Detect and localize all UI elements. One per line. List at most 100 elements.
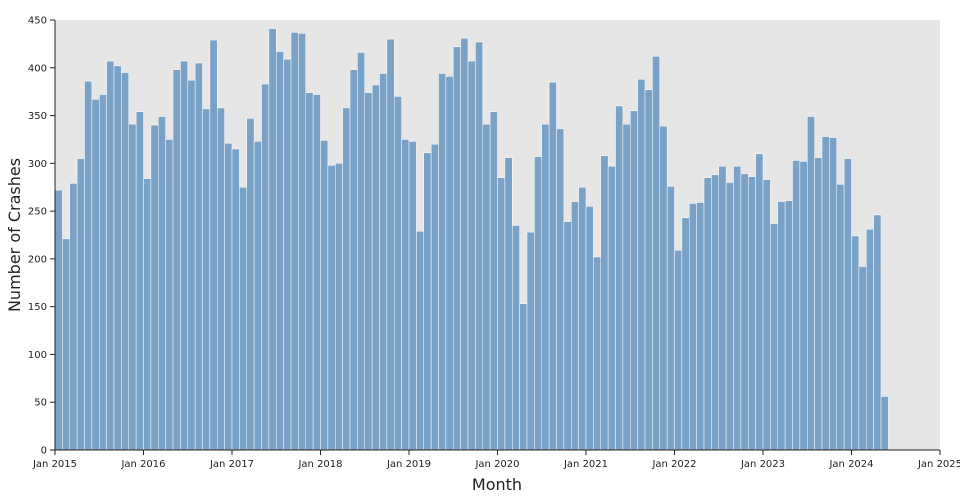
bar: [858, 266, 867, 451]
bar: [62, 238, 71, 451]
bar: [836, 184, 845, 451]
y-tick-label: 50: [34, 398, 47, 409]
bar: [563, 221, 572, 451]
x-tick-label: Jan 2025: [917, 459, 960, 470]
bar: [379, 73, 388, 451]
bar: [541, 123, 550, 451]
bar: [408, 141, 417, 451]
bar: [644, 89, 653, 451]
bar: [312, 94, 321, 451]
bar: [851, 235, 860, 451]
bar: [84, 80, 93, 451]
bar: [128, 123, 137, 451]
x-axis-title: Month: [472, 475, 522, 494]
bar: [394, 96, 402, 451]
bar: [150, 124, 159, 451]
bar: [357, 52, 366, 451]
bar: [526, 231, 535, 451]
bar: [556, 128, 565, 451]
y-tick-label: 100: [28, 350, 47, 361]
bar: [866, 229, 874, 451]
bar: [423, 152, 432, 451]
bar: [320, 140, 329, 451]
y-tick-label: 450: [28, 16, 47, 27]
bar: [519, 303, 528, 451]
bar: [821, 136, 830, 451]
y-tick-label: 250: [28, 207, 47, 218]
bar: [364, 92, 373, 451]
bar: [180, 60, 189, 451]
bar: [622, 123, 631, 451]
bar: [460, 37, 469, 451]
bar: [880, 396, 889, 451]
bar: [217, 107, 225, 451]
bar: [718, 165, 727, 451]
bar: [224, 143, 233, 451]
bar: [445, 76, 454, 451]
y-tick-label: 150: [28, 302, 47, 313]
bar: [327, 164, 336, 451]
y-tick-label: 300: [28, 159, 47, 170]
bar: [482, 123, 491, 451]
bar: [703, 177, 712, 451]
bar: [467, 60, 476, 451]
x-tick-label: Jan 2018: [297, 459, 342, 470]
bar: [725, 182, 734, 451]
bar: [600, 155, 609, 451]
bar: [165, 139, 174, 451]
bar: [615, 105, 624, 451]
bar: [607, 165, 616, 451]
x-tick-label: Jan 2023: [740, 459, 785, 470]
bar: [158, 116, 166, 451]
bar: [711, 174, 720, 451]
x-tick-label: Jan 2015: [32, 459, 77, 470]
x-tick-label: Jan 2017: [209, 459, 254, 470]
bar: [829, 137, 838, 451]
bar: [689, 203, 697, 451]
bar: [755, 153, 764, 451]
bar: [784, 200, 793, 451]
bar: [268, 28, 277, 451]
bar: [534, 156, 543, 451]
bar: [386, 38, 395, 451]
x-axis: Jan 2015 Jan 2016 Jan 2017 Jan 2018 Jan 2019…: [32, 449, 960, 470]
bar: [666, 186, 675, 451]
bar: [740, 173, 749, 451]
bar: [578, 186, 587, 451]
bar: [187, 79, 196, 451]
bar: [253, 141, 262, 451]
bar: [873, 214, 882, 451]
bar: [453, 46, 461, 451]
x-tick-label: Jan 2020: [474, 459, 519, 470]
bar: [548, 81, 557, 451]
bar: [194, 62, 203, 451]
bar: [335, 163, 343, 451]
bar: [239, 186, 248, 451]
y-tick-label: 200: [28, 254, 47, 265]
x-tick-label: Jan 2016: [120, 459, 165, 470]
bar: [762, 179, 771, 451]
bar: [585, 206, 594, 451]
bar: [674, 250, 683, 451]
bar: [231, 148, 240, 451]
bar: [76, 158, 85, 451]
bar: [135, 111, 144, 451]
bar: [630, 110, 638, 451]
bar: [305, 92, 314, 451]
bar: [261, 83, 270, 451]
x-tick-label: Jan 2024: [828, 459, 873, 470]
bar: [652, 56, 661, 451]
bar: [792, 160, 801, 451]
bar: [696, 202, 705, 451]
bar: [843, 158, 852, 451]
bar: [69, 183, 78, 451]
bar: [504, 157, 513, 451]
bar: [342, 107, 351, 451]
bar: [814, 157, 823, 451]
x-tick-label: Jan 2019: [386, 459, 431, 470]
bar: [298, 33, 307, 451]
bar: [512, 225, 520, 451]
bar: [371, 84, 380, 451]
x-tick-label: Jan 2022: [651, 459, 696, 470]
